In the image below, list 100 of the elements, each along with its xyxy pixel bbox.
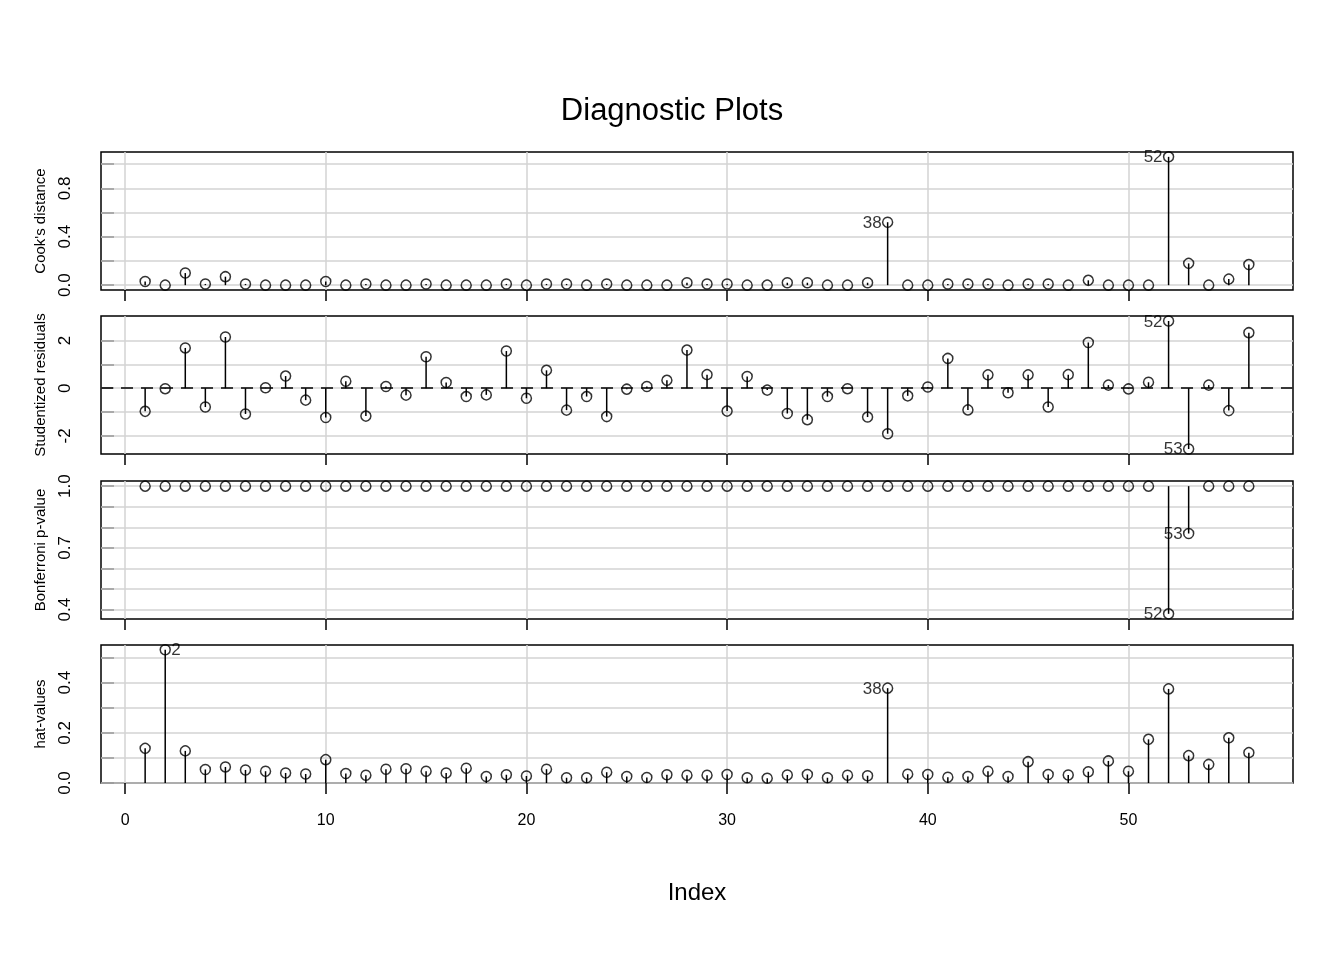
point <box>259 279 272 291</box>
point <box>340 279 352 291</box>
point <box>380 479 392 492</box>
point <box>942 479 954 492</box>
point <box>681 276 693 289</box>
point <box>460 391 472 403</box>
point <box>1022 278 1034 290</box>
point <box>400 479 412 492</box>
point <box>721 278 733 290</box>
point <box>360 278 372 290</box>
point <box>460 479 472 492</box>
point <box>841 479 854 492</box>
point <box>320 412 332 424</box>
point <box>139 479 151 492</box>
point <box>299 479 312 492</box>
point <box>661 279 673 291</box>
point <box>600 479 613 492</box>
point <box>139 742 151 754</box>
point <box>701 369 713 381</box>
point <box>1102 754 1115 767</box>
point <box>962 404 974 416</box>
y-tick-label: 2 <box>55 336 74 346</box>
point <box>259 479 272 492</box>
point <box>801 479 814 492</box>
point <box>520 392 533 405</box>
point <box>781 768 794 781</box>
point <box>701 479 713 492</box>
point <box>340 767 352 779</box>
point <box>1002 387 1014 399</box>
point <box>1042 401 1054 414</box>
point <box>1202 758 1215 770</box>
point <box>279 279 292 291</box>
point <box>1122 765 1135 777</box>
point <box>1062 279 1074 291</box>
point <box>540 479 553 492</box>
point <box>440 766 452 779</box>
point <box>982 765 994 777</box>
point <box>380 763 392 775</box>
point <box>922 381 934 394</box>
point <box>1162 607 1175 620</box>
point <box>761 279 773 291</box>
point <box>580 391 593 403</box>
chart-title: Diagnostic Plots <box>560 92 784 127</box>
point <box>1102 279 1115 291</box>
point <box>1243 327 1255 339</box>
y-tick-label: 0.8 <box>55 176 74 201</box>
point <box>279 370 292 383</box>
point <box>841 383 854 395</box>
point <box>420 351 432 363</box>
point <box>179 744 192 757</box>
point <box>641 479 653 492</box>
annotation: 38 <box>862 678 882 698</box>
point <box>159 643 171 656</box>
point <box>1082 274 1095 287</box>
point <box>621 770 633 782</box>
point <box>761 772 773 784</box>
point <box>1122 279 1135 291</box>
point <box>320 479 332 492</box>
point <box>580 771 593 784</box>
point <box>781 276 794 289</box>
y-tick-label: 0.0 <box>55 770 74 795</box>
point <box>1142 733 1155 745</box>
point <box>340 479 352 492</box>
point <box>320 275 332 288</box>
point <box>1142 376 1155 389</box>
point <box>279 766 292 779</box>
annotation: 52 <box>1143 311 1163 331</box>
point <box>621 383 633 396</box>
point <box>480 479 493 492</box>
point <box>1022 479 1034 492</box>
point <box>299 279 312 291</box>
point <box>179 479 192 492</box>
y-tick-label: 0.2 <box>55 720 74 745</box>
point <box>781 479 794 492</box>
point <box>500 345 513 358</box>
x-tick-label: 40 <box>918 810 937 828</box>
point <box>661 479 673 492</box>
point <box>1042 479 1054 492</box>
point <box>741 371 753 383</box>
point <box>1062 479 1074 492</box>
point <box>1202 479 1215 492</box>
point <box>801 414 814 426</box>
point <box>1243 258 1255 271</box>
point <box>259 765 272 777</box>
point <box>881 682 894 694</box>
y-tick-label: 1.0 <box>55 473 74 498</box>
point <box>1082 765 1095 778</box>
point <box>1062 768 1074 781</box>
point <box>340 375 352 388</box>
point <box>299 767 312 780</box>
point <box>1243 479 1255 492</box>
y-tick-label: -2 <box>55 428 74 444</box>
point <box>741 279 753 291</box>
point <box>480 770 493 782</box>
x-tick-label: 0 <box>120 810 130 828</box>
point <box>580 279 593 291</box>
point <box>1202 379 1215 392</box>
point <box>982 278 994 290</box>
point <box>540 278 553 290</box>
point <box>741 771 753 784</box>
